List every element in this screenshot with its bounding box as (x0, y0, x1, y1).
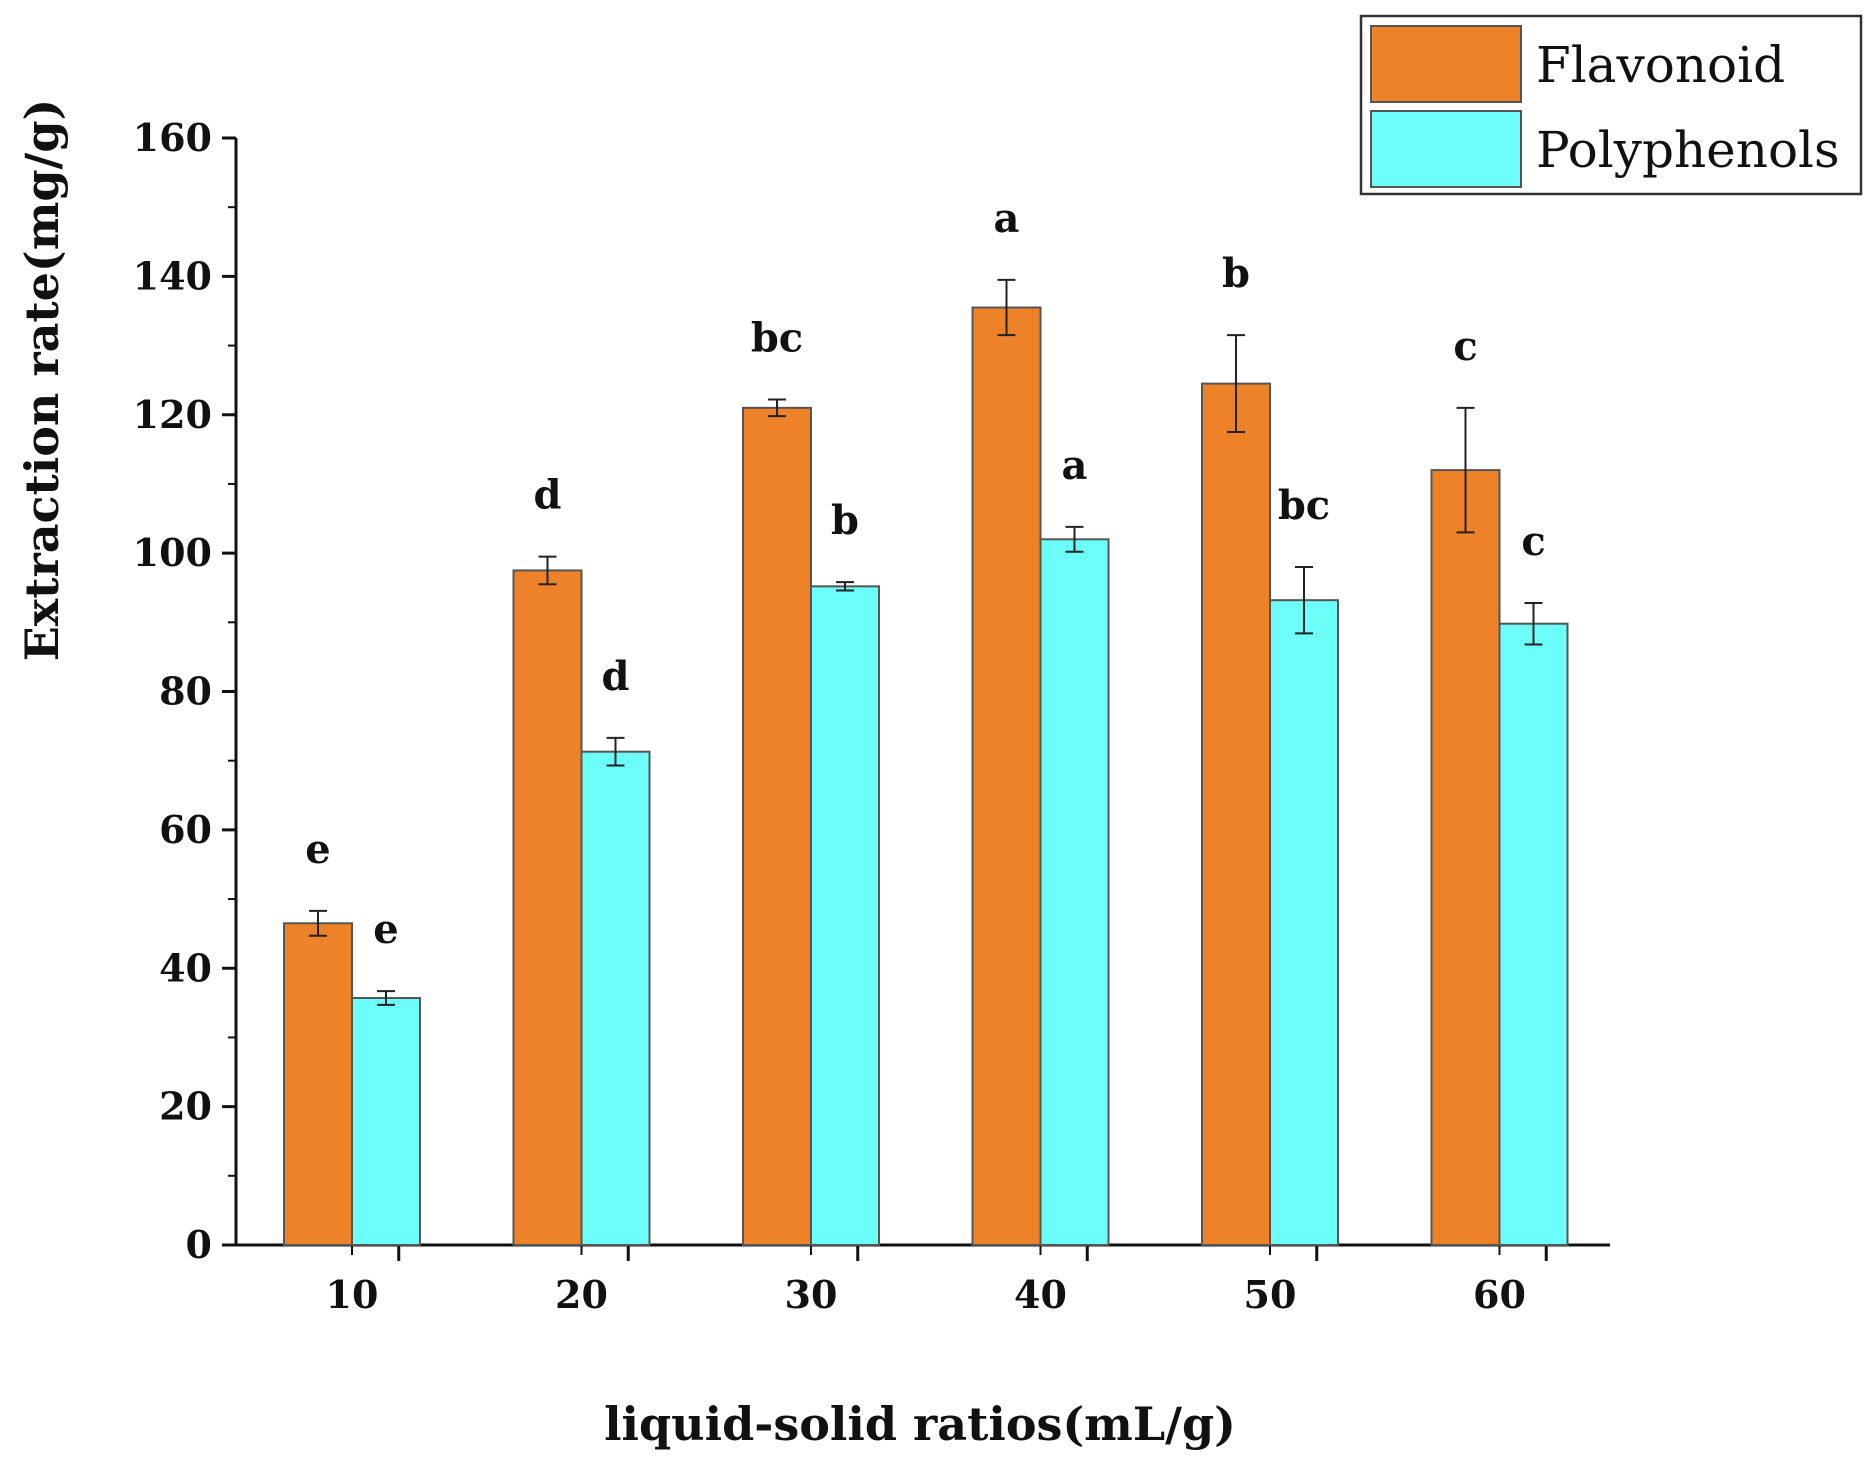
significance-letter: c (1521, 518, 1545, 565)
y-tick-label: 60 (159, 807, 212, 852)
significance-letter: c (1453, 323, 1477, 370)
significance-letter: b (831, 497, 859, 544)
y-tick-label: 0 (186, 1222, 212, 1267)
significance-letter: bc (751, 315, 803, 362)
bars (283, 278, 1569, 1247)
x-tick-label: 60 (1473, 1272, 1526, 1317)
x-tick-label: 50 (1244, 1272, 1297, 1317)
bar-polyphenols (810, 585, 880, 1246)
y-axis-title: Extraction rate(mg/g) (15, 99, 69, 662)
y-tick-label: 120 (133, 392, 212, 437)
bar-polyphenols (1498, 622, 1569, 1246)
significance-letter: d (534, 472, 562, 519)
bar-flavonoid (1201, 382, 1271, 1247)
bar-polyphenols (1269, 599, 1339, 1246)
bar-flavonoid (512, 569, 583, 1246)
x-tick-label: 20 (555, 1272, 608, 1317)
bar-flavonoid (742, 406, 812, 1246)
y-tick-label: 80 (159, 669, 212, 714)
bar-polyphenols (351, 997, 421, 1246)
bar-polyphenols (1039, 538, 1110, 1246)
bar-flavonoid (971, 306, 1042, 1246)
bar-polyphenols (580, 750, 651, 1246)
legend-swatch-flavonoid (1370, 25, 1522, 103)
legend-label: Flavonoid (1536, 36, 1785, 94)
significance-letter: a (1062, 442, 1088, 489)
significance-letter: e (305, 826, 330, 873)
axes: 0 20 40 60 80 100 120 140 160 10 20 30 40 50 60 (133, 115, 1610, 1317)
significance-letter: a (994, 195, 1020, 242)
x-tick-label: 40 (1014, 1272, 1067, 1317)
y-tick-label: 160 (133, 115, 212, 160)
x-tick-label: 30 (785, 1272, 838, 1317)
x-axis-title: liquid-solid ratios(mL/g) (604, 1397, 1236, 1451)
legend-swatch-polyphenols (1370, 110, 1522, 188)
y-tick-label: 40 (159, 945, 212, 990)
significance-letter: bc (1278, 482, 1330, 529)
significance-letter: d (602, 653, 630, 700)
significance-letter: b (1222, 250, 1250, 297)
significance-letter: e (373, 906, 398, 953)
x-tick-label: 10 (326, 1272, 379, 1317)
y-tick-label: 20 (159, 1084, 212, 1129)
bar-flavonoid (1430, 469, 1501, 1247)
legend-label: Polyphenols (1536, 121, 1840, 179)
y-tick-label: 100 (133, 530, 212, 575)
legend: Flavonoid Polyphenols (1359, 14, 1863, 196)
bar-flavonoid (283, 922, 353, 1246)
y-tick-label: 140 (133, 253, 212, 298)
